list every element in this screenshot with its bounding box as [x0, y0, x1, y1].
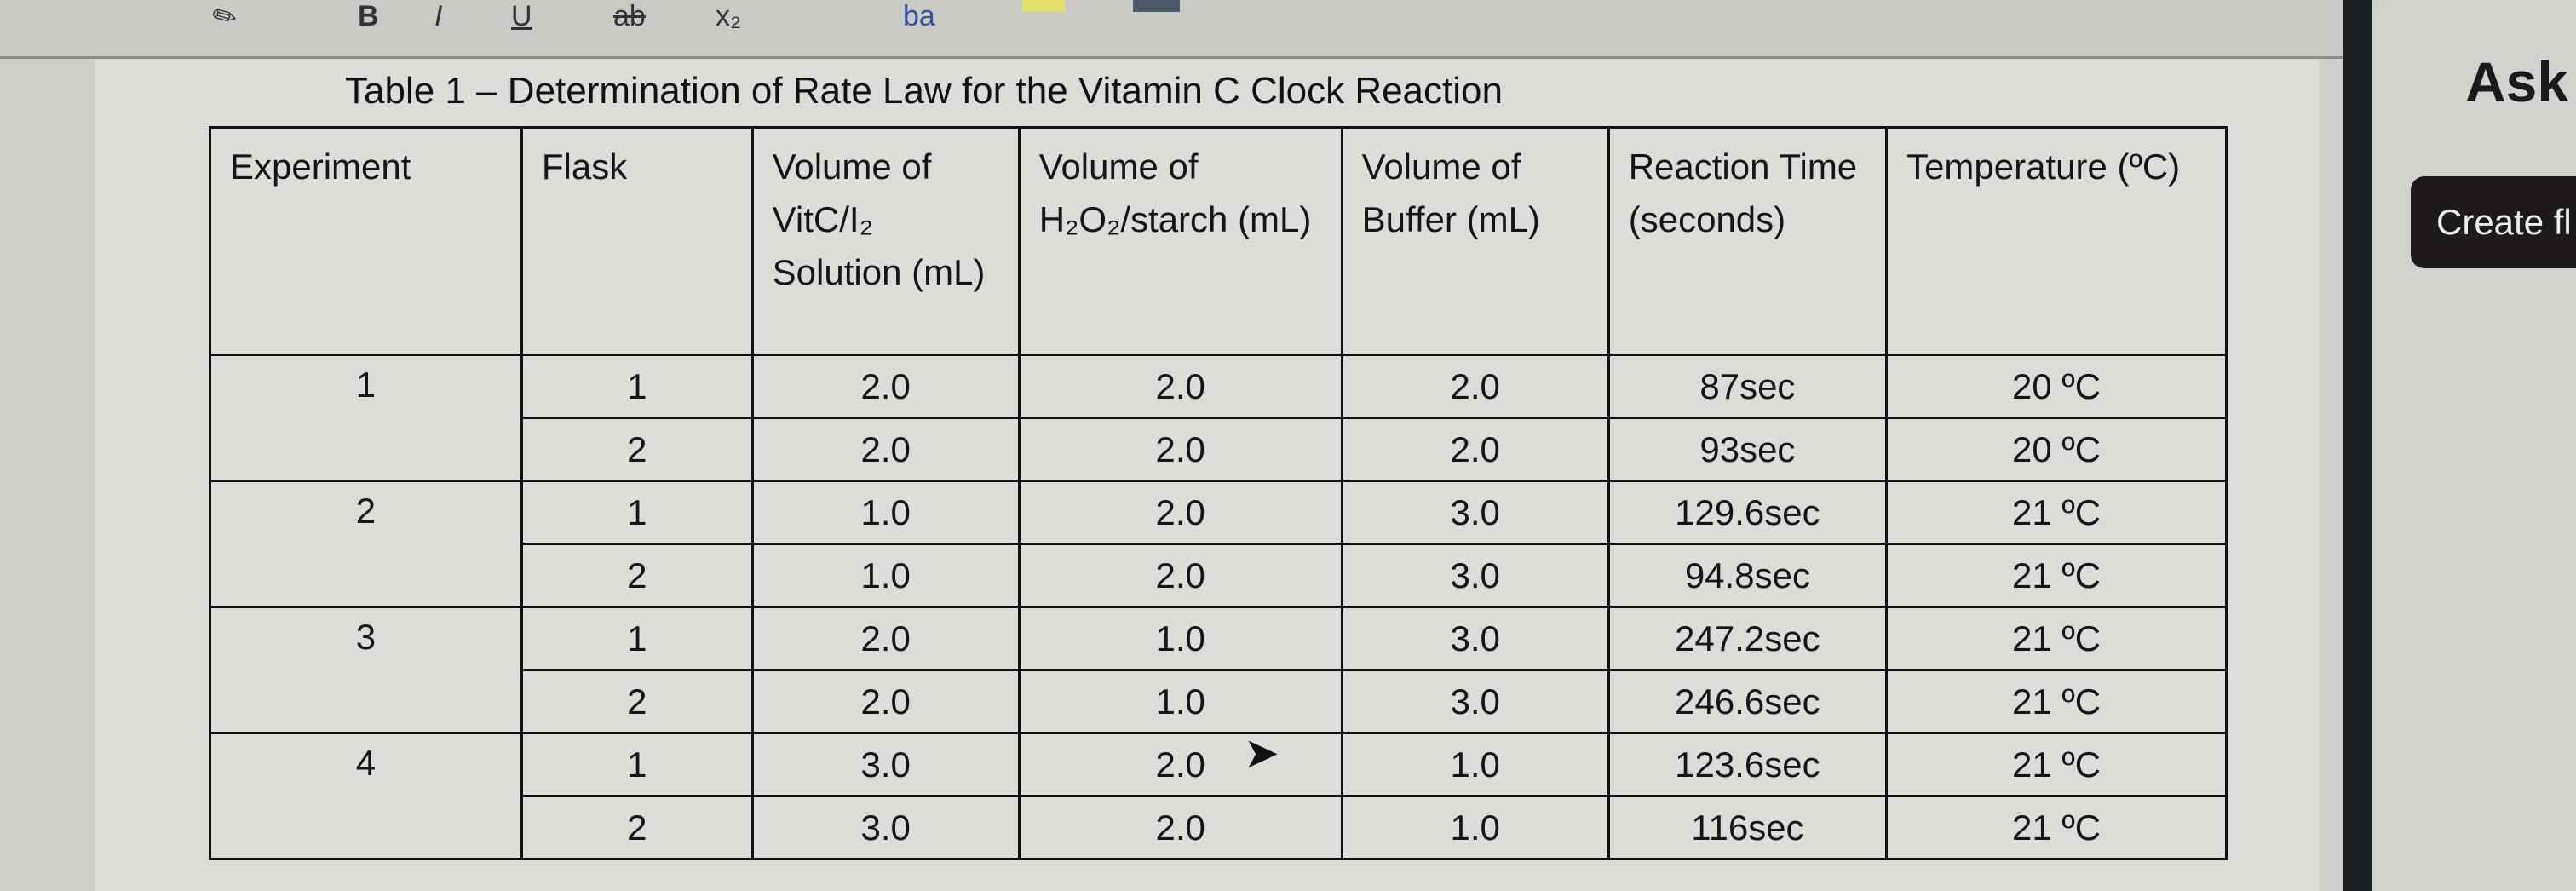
table-row: 2 1 1.0 2.0 3.0 129.6sec 21 ºC	[209, 480, 2228, 608]
table-cell: 2.0	[750, 354, 1021, 419]
mouse-cursor-icon: ➤	[1244, 729, 1279, 777]
table-cell: 87sec	[1607, 354, 1889, 419]
table-row: 2 2.0 1.0 3.0 246.6sec 21 ºC	[210, 669, 2228, 734]
table-cell: 2.0	[1017, 480, 1343, 545]
table-caption: Table 1 – Determination of Rate Law for …	[345, 70, 1503, 112]
table-cell: 116sec	[1607, 795, 1889, 860]
bold-icon[interactable]: B	[358, 0, 379, 32]
table-cell: 93sec	[1607, 417, 1889, 482]
table-cell: 20 ºC	[1885, 354, 2228, 419]
italic-icon[interactable]: I	[434, 0, 443, 32]
column-header: Reaction Time (seconds)	[1607, 126, 1889, 356]
table-cell: 1.0	[750, 543, 1021, 608]
table-cell: 2.0	[1340, 354, 1610, 419]
table-cell: 2	[520, 669, 754, 734]
table-cell: 1.0	[750, 480, 1021, 545]
highlighter-icon[interactable]: ✎	[206, 0, 244, 37]
strikethrough-icon[interactable]: ab	[613, 0, 646, 32]
subscript-icon[interactable]: x₂	[716, 0, 742, 32]
highlight-color-icon[interactable]	[1022, 0, 1065, 12]
table-cell: 2.0	[1017, 795, 1343, 860]
side-panel: Ask Create fl	[2372, 0, 2576, 891]
table-cell: 246.6sec	[1607, 669, 1889, 734]
table-cell: 2.0	[1340, 417, 1610, 482]
table-cell: 2.0	[750, 669, 1021, 734]
table-cell: 1	[520, 606, 754, 671]
formatting-toolbar: ✎ B I U ab x₂ ba	[0, 0, 2368, 59]
table-cell: 2.0	[1017, 732, 1343, 797]
experiment-cell: 1	[209, 354, 523, 482]
table-cell: 21 ºC	[1885, 543, 2228, 608]
rate-law-table: Experiment Flask Volume of VitC/I₂ Solutio…	[209, 126, 2228, 860]
table-row: 3 1 2.0 1.0 3.0 247.2sec 21 ºC	[209, 606, 2228, 734]
column-header: Volume of VitC/I₂ Solution (mL)	[750, 126, 1021, 356]
table-cell: 3.0	[1340, 606, 1610, 671]
experiment-cell: 4	[209, 732, 523, 860]
table-row: 4 1 3.0 2.0 1.0 123.6sec 21 ºC	[209, 732, 2228, 860]
table-cell: 1	[520, 480, 754, 545]
table-cell: 3.0	[1340, 669, 1610, 734]
table-cell: 1.0	[1017, 606, 1343, 671]
table-cell: 3.0	[1340, 480, 1610, 545]
table-cell: 2.0	[1017, 354, 1343, 419]
table-cell: 2	[520, 543, 754, 608]
table-cell: 2.0	[1017, 417, 1343, 482]
table-cell: 1.0	[1017, 669, 1343, 734]
table-cell: 3.0	[1340, 543, 1610, 608]
table-cell: 2.0	[750, 606, 1021, 671]
font-color-icon[interactable]: ba	[903, 0, 935, 32]
ask-heading: Ask	[2465, 50, 2569, 113]
table-cell: 1	[520, 732, 754, 797]
table-cell: 129.6sec	[1607, 480, 1889, 545]
table-cell: 21 ºC	[1885, 480, 2228, 545]
table-cell: 21 ºC	[1885, 732, 2228, 797]
underline-icon[interactable]: U	[511, 0, 532, 32]
table-cell: 3.0	[750, 732, 1021, 797]
table-cell: 123.6sec	[1607, 732, 1889, 797]
experiment-cell: 3	[209, 606, 523, 734]
table-cell: 2	[520, 417, 754, 482]
table-cell: 2.0	[750, 417, 1021, 482]
column-header: Flask	[520, 126, 754, 356]
table-row: 2 3.0 2.0 1.0 116sec 21 ºC	[210, 795, 2228, 860]
column-header: Volume of H₂O₂/starch (mL)	[1017, 126, 1343, 356]
table-cell: 21 ºC	[1885, 606, 2228, 671]
panel-divider	[2343, 0, 2372, 891]
shading-icon[interactable]	[1133, 0, 1180, 12]
column-header: Volume of Buffer (mL)	[1340, 126, 1610, 356]
table-cell: 247.2sec	[1607, 606, 1889, 671]
table-cell: 2.0	[1017, 543, 1343, 608]
column-header: Experiment	[209, 126, 523, 356]
table-cell: 1.0	[1340, 795, 1610, 860]
table-cell: 1.0	[1340, 732, 1610, 797]
table-cell: 1	[520, 354, 754, 419]
table-cell: 21 ºC	[1885, 669, 2228, 734]
table-cell: 21 ºC	[1885, 795, 2228, 860]
table-cell: 2	[520, 795, 754, 860]
table-row: 2 1.0 2.0 3.0 94.8sec 21 ºC	[210, 543, 2228, 608]
table-row: 2 2.0 2.0 2.0 93sec 20 ºC	[210, 417, 2228, 482]
experiment-cell: 2	[209, 480, 523, 608]
create-button[interactable]: Create fl	[2411, 176, 2576, 268]
table-cell: 3.0	[750, 795, 1021, 860]
table-cell: 94.8sec	[1607, 543, 1889, 608]
table-cell: 20 ºC	[1885, 417, 2228, 482]
column-header: Temperature (ºC)	[1885, 126, 2228, 356]
table-row: 1 1 2.0 2.0 2.0 87sec 20 ºC	[209, 354, 2228, 482]
